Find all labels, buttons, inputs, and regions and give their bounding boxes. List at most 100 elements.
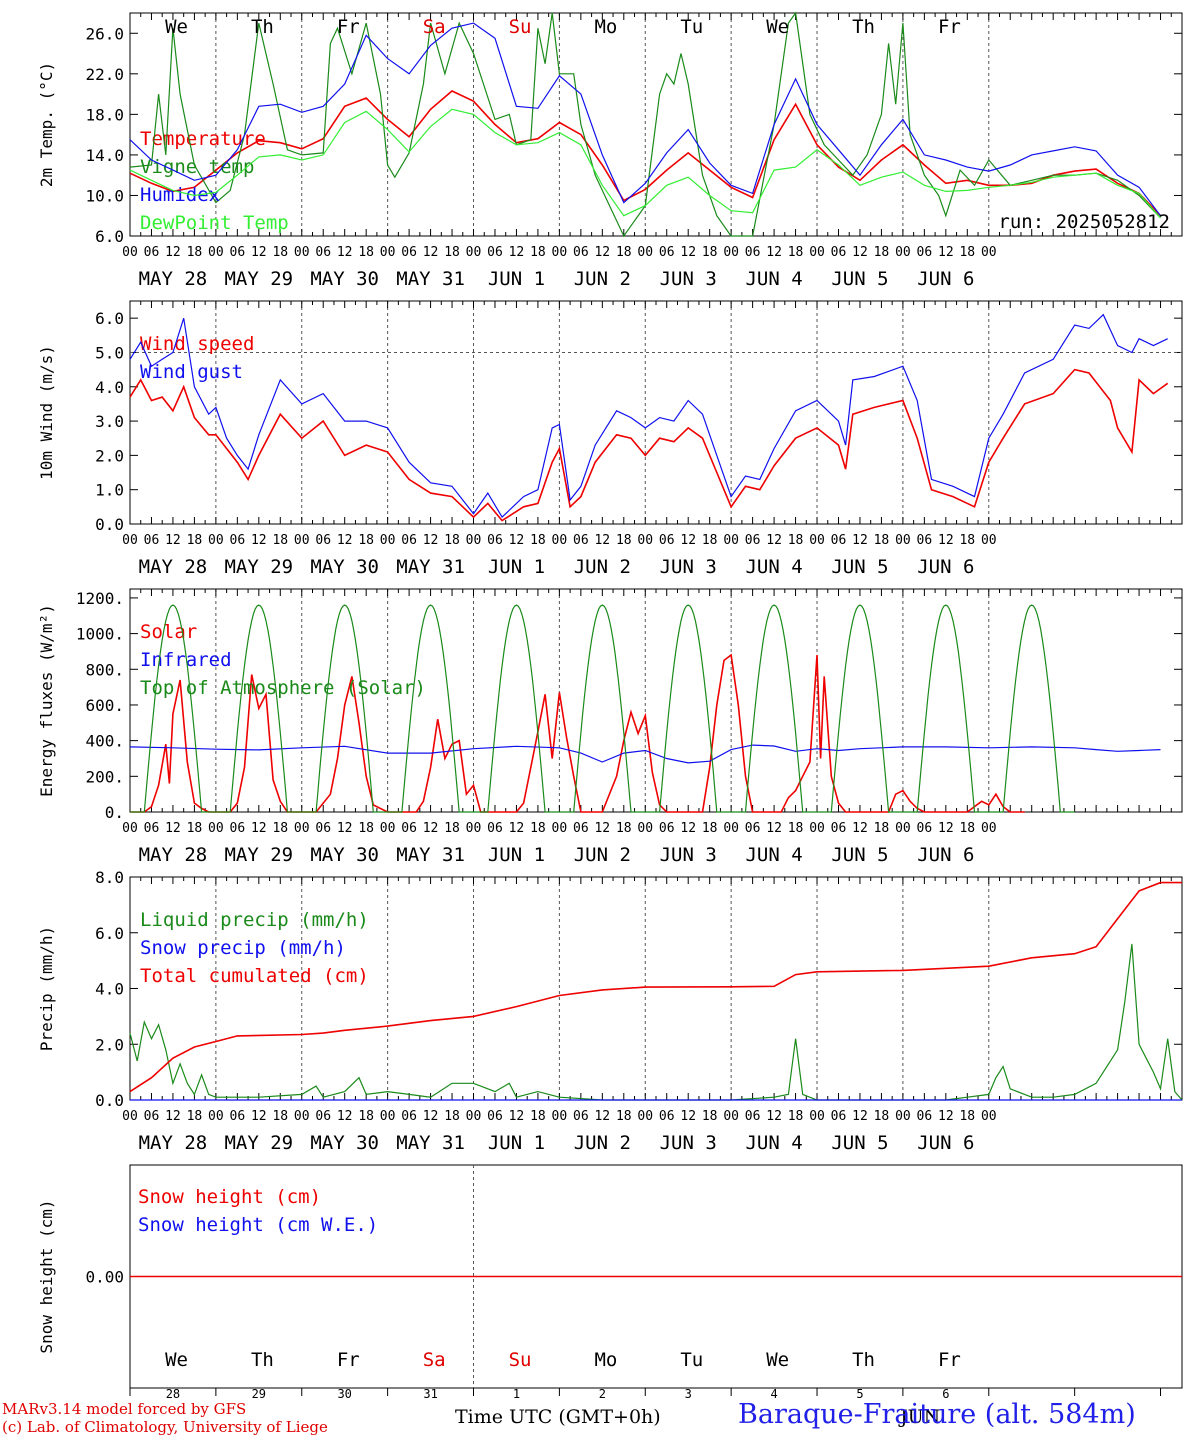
temperature-hour-label: 00 bbox=[294, 245, 310, 260]
wind-date-label: JUN 1 bbox=[488, 556, 545, 578]
energy-hour-label: 00 bbox=[122, 821, 138, 836]
temperature-hour-label: 18 bbox=[272, 245, 288, 260]
temperature-hour-label: 18 bbox=[788, 245, 804, 260]
energy-hour-label: 12 bbox=[766, 821, 782, 836]
temperature-y-tick-label: 10.0 bbox=[85, 186, 124, 205]
temperature-date-label: JUN 2 bbox=[574, 268, 631, 290]
bottom-weekday-label: Fr bbox=[337, 1349, 360, 1371]
precip-legend-entry: Total cumulated (cm) bbox=[140, 965, 369, 987]
wind-hour-label: 06 bbox=[745, 533, 761, 548]
station-name: Baraque-Fraiture (alt. 584m) bbox=[738, 1399, 1136, 1430]
precip-hour-label: 06 bbox=[917, 1109, 933, 1124]
wind-hour-label: 18 bbox=[702, 533, 718, 548]
energy-date-label: JUN 4 bbox=[745, 844, 802, 866]
energy-date-label: JUN 3 bbox=[660, 844, 717, 866]
energy-hour-label: 06 bbox=[230, 821, 246, 836]
temperature-hour-label: 06 bbox=[315, 245, 331, 260]
precip-date-label: MAY 31 bbox=[396, 1132, 465, 1154]
wind-hour-label: 18 bbox=[959, 533, 975, 548]
bottom-day-number: 30 bbox=[337, 1387, 351, 1401]
energy-hour-label: 06 bbox=[831, 821, 847, 836]
wind-hour-label: 06 bbox=[230, 533, 246, 548]
top-weekday-label: We bbox=[766, 16, 789, 38]
precip-hour-label: 12 bbox=[766, 1109, 782, 1124]
precip-hour-label: 00 bbox=[723, 1109, 739, 1124]
wind-hour-label: 12 bbox=[594, 533, 610, 548]
temperature-hour-label: 12 bbox=[509, 245, 525, 260]
bottom-weekday-label: Fr bbox=[938, 1349, 961, 1371]
wind-y-tick-label: 1.0 bbox=[95, 481, 124, 500]
precip-hour-label: 06 bbox=[315, 1109, 331, 1124]
energy-y-tick-label: 200. bbox=[85, 767, 124, 786]
energy-y-axis-title: Energy fluxes (W/m²) bbox=[37, 604, 56, 797]
temperature-y-tick-label: 26.0 bbox=[85, 24, 124, 43]
temperature-series-0 bbox=[129, 90, 1162, 217]
temperature-date-label: JUN 5 bbox=[831, 268, 888, 290]
temperature-y-tick-label: 22.0 bbox=[85, 65, 124, 84]
energy-hour-label: 18 bbox=[444, 821, 460, 836]
wind-y-tick-label: 4.0 bbox=[95, 378, 124, 397]
temperature-hour-label: 12 bbox=[680, 245, 696, 260]
energy-hour-label: 12 bbox=[594, 821, 610, 836]
bottom-weekday-label: Th bbox=[251, 1349, 274, 1371]
energy-y-tick-label: 400. bbox=[85, 732, 124, 751]
precip-hour-label: 06 bbox=[745, 1109, 761, 1124]
wind-hour-label: 12 bbox=[680, 533, 696, 548]
precip-hour-label: 18 bbox=[444, 1109, 460, 1124]
energy-hour-label: 06 bbox=[144, 821, 160, 836]
energy-hour-label: 12 bbox=[680, 821, 696, 836]
energy-hour-label: 18 bbox=[874, 821, 890, 836]
wind-hour-label: 12 bbox=[509, 533, 525, 548]
wind-hour-label: 00 bbox=[552, 533, 568, 548]
precip-hour-label: 12 bbox=[337, 1109, 353, 1124]
temperature-hour-label: 12 bbox=[852, 245, 868, 260]
temperature-hour-label: 06 bbox=[745, 245, 761, 260]
bottom-day-number: 5 bbox=[856, 1387, 863, 1401]
precip-hour-label: 06 bbox=[401, 1109, 417, 1124]
precip-hour-label: 00 bbox=[637, 1109, 653, 1124]
wind-date-label: JUN 6 bbox=[917, 556, 974, 578]
temperature-hour-label: 06 bbox=[230, 245, 246, 260]
precip-hour-label: 18 bbox=[959, 1109, 975, 1124]
wind-hour-label: 06 bbox=[315, 533, 331, 548]
precip-hour-label: 18 bbox=[358, 1109, 374, 1124]
precip-hour-label: 12 bbox=[165, 1109, 181, 1124]
precip-hour-label: 12 bbox=[251, 1109, 267, 1124]
snow-legend-entry: Snow height (cm) bbox=[138, 1186, 321, 1208]
wind-y-tick-label: 2.0 bbox=[95, 446, 124, 465]
precip-y-tick-label: 0.0 bbox=[95, 1091, 124, 1110]
energy-hour-label: 06 bbox=[315, 821, 331, 836]
temperature-date-label: MAY 31 bbox=[396, 268, 465, 290]
precip-y-tick-label: 4.0 bbox=[95, 980, 124, 999]
wind-y-tick-label: 5.0 bbox=[95, 343, 124, 362]
energy-hour-label: 06 bbox=[659, 821, 675, 836]
precip-hour-label: 06 bbox=[487, 1109, 503, 1124]
wind-hour-label: 12 bbox=[337, 533, 353, 548]
precip-date-label: JUN 2 bbox=[574, 1132, 631, 1154]
temperature-legend-entry: Vigne temp bbox=[140, 156, 254, 178]
temperature-y-tick-label: 14.0 bbox=[85, 146, 124, 165]
precip-hour-label: 18 bbox=[187, 1109, 203, 1124]
temperature-hour-label: 12 bbox=[423, 245, 439, 260]
temperature-hour-label: 12 bbox=[594, 245, 610, 260]
energy-date-label: MAY 31 bbox=[396, 844, 465, 866]
bottom-weekday-label: Su bbox=[509, 1349, 532, 1371]
top-weekday-label: Th bbox=[852, 16, 875, 38]
temperature-hour-label: 00 bbox=[809, 245, 825, 260]
energy-legend-entry: Top of Atmosphere (Solar) bbox=[140, 677, 426, 699]
top-weekday-label: Fr bbox=[938, 16, 961, 38]
precip-series-2 bbox=[129, 881, 1182, 1093]
energy-hour-label: 12 bbox=[423, 821, 439, 836]
wind-hour-label: 18 bbox=[444, 533, 460, 548]
temperature-legend-entry: Humidex bbox=[140, 184, 220, 206]
temperature-hour-label: 00 bbox=[122, 245, 138, 260]
wind-frame bbox=[129, 300, 1183, 525]
energy-y-tick-label: 1200. bbox=[76, 589, 124, 608]
bottom-weekday-label: Mo bbox=[594, 1349, 617, 1371]
wind-hour-label: 00 bbox=[809, 533, 825, 548]
precip-date-label: JUN 5 bbox=[831, 1132, 888, 1154]
energy-hour-label: 06 bbox=[401, 821, 417, 836]
energy-hour-label: 12 bbox=[251, 821, 267, 836]
precip-y-tick-label: 6.0 bbox=[95, 924, 124, 943]
top-weekday-label: Su bbox=[509, 16, 532, 38]
